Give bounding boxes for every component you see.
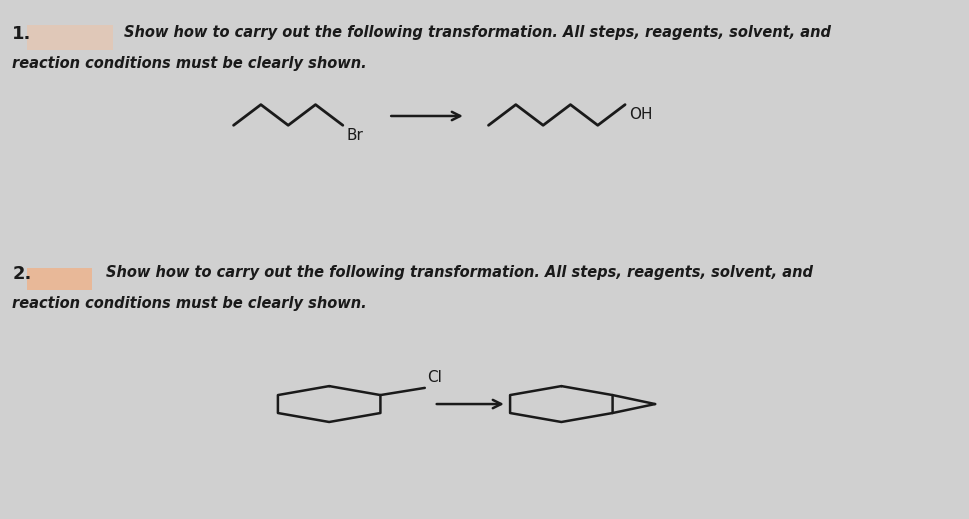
Text: Show how to carry out the following transformation. All steps, reagents, solvent: Show how to carry out the following tran… (124, 24, 830, 39)
Text: OH: OH (628, 107, 651, 122)
Text: Br: Br (346, 128, 363, 143)
Text: Show how to carry out the following transformation. All steps, reagents, solvent: Show how to carry out the following tran… (106, 265, 812, 280)
Text: Cl: Cl (427, 370, 442, 385)
Text: reaction conditions must be clearly shown.: reaction conditions must be clearly show… (13, 56, 366, 71)
Text: reaction conditions must be clearly shown.: reaction conditions must be clearly show… (13, 296, 366, 311)
Bar (27, 24, 113, 50)
Text: 1.: 1. (13, 24, 32, 43)
Text: 2.: 2. (13, 265, 32, 283)
Bar (27, 268, 92, 291)
